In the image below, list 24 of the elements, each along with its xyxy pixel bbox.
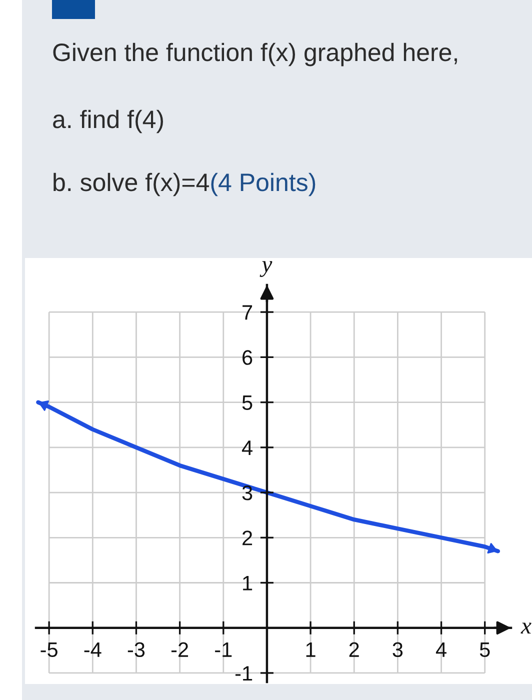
y-tick-label: 3 (242, 486, 252, 500)
text: b. solve f(x)=4 (54, 172, 209, 196)
chart-title: Given the function f(x) graphed here, (53, 42, 457, 66)
x-tick-label: -2 (171, 642, 188, 657)
x-axis-title: x (520, 622, 532, 634)
x-tick-label: 2 (349, 642, 359, 657)
y-tick-label: 5 (242, 396, 252, 410)
text: (4 Points) (211, 172, 316, 196)
x-tick-label: -3 (128, 642, 145, 658)
x-tick-label: 5 (480, 642, 490, 658)
y-tick-label: -1 (235, 666, 252, 681)
x-tick-label: 1 (306, 642, 316, 657)
y-tick-label: 1 (243, 576, 252, 590)
y-axis-title: y (260, 261, 272, 277)
y-tick-label: 2 (242, 530, 252, 546)
y-tick-label: 7 (242, 305, 252, 320)
x-tick-label: -4 (84, 642, 102, 657)
y-tick-label: 4 (242, 440, 252, 455)
y-tick-label: 6 (242, 350, 252, 365)
x-tick-label: -1 (215, 642, 232, 657)
x-tick-label: 3 (392, 642, 403, 658)
text: a. find f(4) (53, 110, 163, 134)
x-tick-label: -5 (40, 642, 58, 658)
x-tick-label: 4 (436, 642, 446, 657)
